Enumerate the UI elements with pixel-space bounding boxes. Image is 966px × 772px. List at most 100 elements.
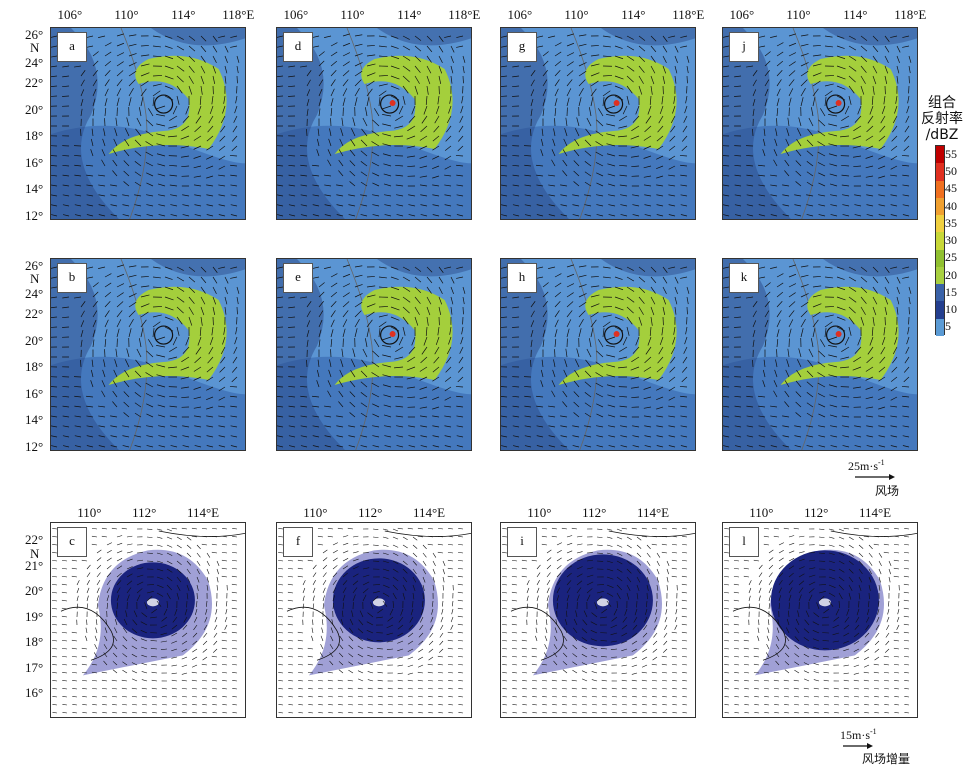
- lat-label: 20°: [25, 332, 44, 348]
- increment-panel-f: f: [276, 522, 472, 718]
- colorbar-title-line3: /dBZ: [925, 127, 959, 143]
- reflectivity-panel-j: j: [722, 27, 918, 220]
- lon-label: 118°E: [448, 7, 481, 22]
- wind-scale-arrow: [855, 474, 895, 480]
- increment-panel-c: c: [50, 522, 246, 718]
- colorbar-segment: [936, 180, 944, 199]
- panel-label: b: [57, 263, 87, 293]
- increment-panel-i: i: [500, 522, 696, 718]
- reflectivity-panel-h: h: [500, 258, 696, 451]
- bottom-lat-label: 22°: [25, 532, 44, 547]
- lon-label: 118°E: [894, 7, 927, 22]
- lat-label: 26°: [25, 27, 44, 42]
- bottom-lon-label: 110°: [527, 505, 552, 520]
- panel-label: l: [729, 527, 759, 557]
- wind-inc-scale-name: 风场增量: [862, 752, 911, 766]
- colorbar-tick-label: 35: [945, 215, 957, 230]
- colorbar: [935, 145, 945, 337]
- panel-label: k: [729, 263, 759, 293]
- colorbar-segment: [936, 284, 944, 302]
- lon-label: 110°: [786, 7, 811, 22]
- lon-label: 114°: [397, 7, 422, 22]
- lon-label: 106°: [57, 7, 83, 22]
- lat-label: 18°: [25, 128, 44, 143]
- bottom-lat-label: 20°: [25, 583, 44, 598]
- reflectivity-panel-g: g: [500, 27, 696, 220]
- bottom-lat-label: 16°: [25, 685, 44, 700]
- bottom-lon-label: 110°: [749, 505, 774, 520]
- lon-label: 106°: [283, 7, 309, 22]
- bottom-lon-label: 110°: [77, 505, 102, 520]
- lon-label: 106°: [729, 7, 755, 22]
- colorbar-segment: [936, 232, 944, 251]
- colorbar-segment: [936, 301, 944, 320]
- bottom-lon-label: 110°: [303, 505, 328, 520]
- lat-label: 12°: [25, 438, 44, 454]
- panel-label: c: [57, 527, 87, 557]
- lat-label: 16°: [25, 385, 44, 401]
- colorbar-tick-label: 55: [945, 146, 957, 161]
- panel-label: g: [507, 32, 537, 62]
- colorbar-segment: [936, 266, 944, 285]
- colorbar-tick-label: 20: [945, 267, 957, 282]
- colorbar-segment: [936, 146, 944, 164]
- increment-panel-l: l: [722, 522, 918, 718]
- lat-label: 24°: [25, 286, 44, 301]
- colorbar-tick-label: 45: [945, 181, 957, 196]
- lat-label: 22°: [25, 306, 44, 321]
- lat-label: 14°: [25, 412, 44, 427]
- lat-label: 14°: [25, 181, 44, 196]
- bottom-lon-label: 112°: [358, 505, 383, 520]
- colorbar-tick-label: 5: [945, 319, 951, 334]
- panel-label: f: [283, 527, 313, 557]
- bottom-lat-label: 17°: [25, 659, 44, 675]
- colorbar-tick-label: 40: [945, 198, 957, 213]
- panel-label: j: [729, 32, 759, 62]
- bottom-lat-label: 21°: [25, 557, 44, 573]
- reflectivity-panel-a: a: [50, 27, 246, 220]
- panel-label: a: [57, 32, 87, 62]
- colorbar-title: 组合 反射率 /dBZ: [918, 95, 966, 143]
- bottom-lat-label: 19°: [25, 608, 44, 624]
- colorbar-segment: [936, 197, 944, 216]
- colorbar-tick-label: 15: [945, 284, 957, 299]
- reflectivity-panel-d: d: [276, 27, 472, 220]
- lon-label: 118°E: [222, 7, 255, 22]
- reflectivity-panel-b: b: [50, 258, 246, 451]
- colorbar-tick-label: 50: [945, 164, 957, 178]
- lat-n-label: N: [30, 271, 40, 286]
- wind-scale-label: 25m·s-1: [848, 458, 885, 473]
- colorbar-title-line1: 组合: [928, 95, 956, 111]
- colorbar-tick-label: 25: [945, 250, 957, 265]
- bottom-lon-label: 112°: [132, 505, 157, 520]
- lat-label: 20°: [25, 101, 44, 117]
- bottom-lat-n-label: N: [30, 546, 40, 561]
- lon-label: 110°: [564, 7, 589, 22]
- bottom-lon-label: 114°E: [412, 505, 446, 520]
- lon-label: 118°E: [672, 7, 705, 22]
- colorbar-segment: [936, 163, 944, 182]
- reflectivity-panel-e: e: [276, 258, 472, 451]
- colorbar-segment: [936, 318, 944, 337]
- lon-label: 110°: [114, 7, 139, 22]
- lat-label: 26°: [25, 258, 44, 273]
- colorbar-segment: [936, 249, 944, 268]
- lat-label: 22°: [25, 75, 44, 90]
- panel-label: d: [283, 32, 313, 62]
- colorbar-tick-label: 30: [945, 233, 957, 248]
- lon-label: 114°: [621, 7, 646, 22]
- bottom-lon-label: 114°E: [636, 505, 670, 520]
- colorbar-segment: [936, 215, 944, 233]
- bottom-lon-label: 112°: [582, 505, 607, 520]
- bottom-lon-label: 114°E: [858, 505, 892, 520]
- lat-label: 12°: [25, 207, 44, 223]
- wind-inc-scale-label: 15m·s-1: [840, 727, 877, 742]
- lat-label: 24°: [25, 55, 44, 70]
- colorbar-tick-label: 10: [945, 302, 957, 317]
- lat-n-label: N: [30, 40, 40, 55]
- bottom-lon-label: 114°E: [186, 505, 220, 520]
- lon-label: 106°: [507, 7, 533, 22]
- bottom-lon-label: 112°: [804, 505, 829, 520]
- lat-label: 16°: [25, 154, 44, 170]
- wind-scale-name: 风场: [875, 484, 900, 498]
